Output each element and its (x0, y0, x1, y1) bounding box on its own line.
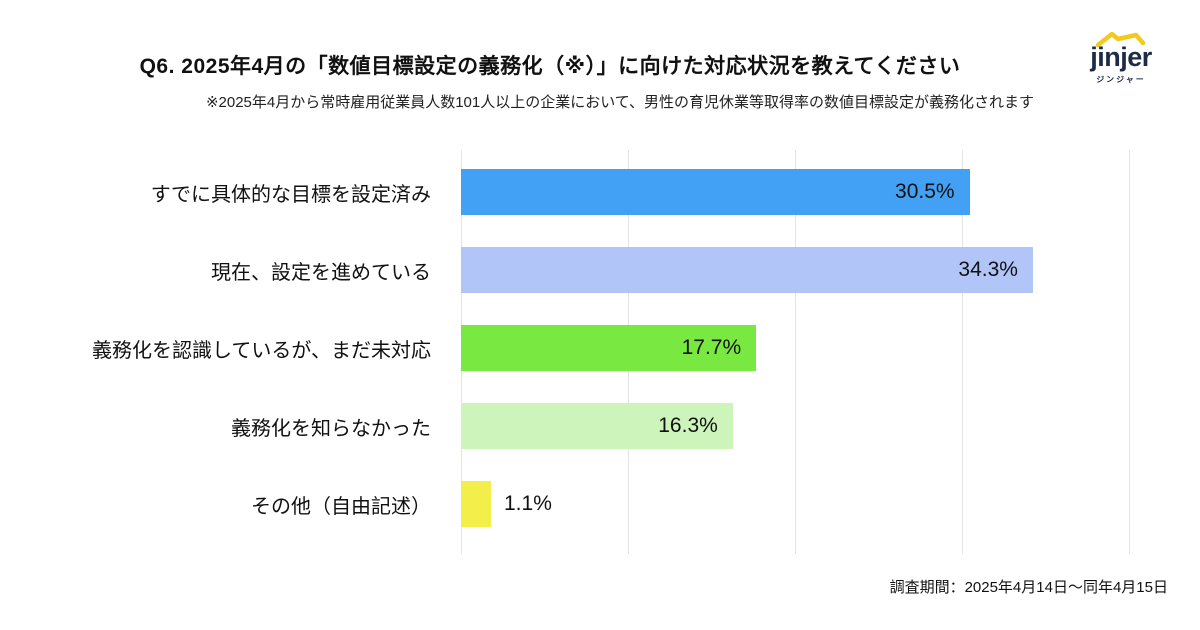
survey-period-note: 調査期間：2025年4月14日〜同年4月15日 (889, 579, 1168, 596)
chart-row: 義務化を認識しているが、まだ未対応 17.7% (0, 309, 1128, 387)
bar-track: 1.1% (461, 481, 1128, 527)
bar-track: 30.5% (461, 169, 1128, 215)
chart-title: Q6. 2025年4月の「数値目標設定の義務化（※）」に向けた対応状況を教えてく… (139, 55, 961, 78)
category-label: 義務化を知らなかった (231, 417, 431, 440)
bar: 17.7% (461, 325, 757, 371)
bar-track: 34.3% (461, 247, 1128, 293)
bar-chart: すでに具体的な目標を設定済み 30.5% 現在、設定を進めている 34.3% 義務化を認… (0, 153, 1200, 543)
bar: 34.3% (461, 247, 1033, 293)
chart-row: 現在、設定を進めている 34.3% (0, 231, 1128, 309)
value-label: 1.1% (504, 492, 552, 515)
chart-row: すでに具体的な目標を設定済み 30.5% (0, 153, 1128, 231)
value-label: 34.3% (958, 258, 1018, 281)
jinjer-logo: jinjer ジンジャー (1075, 32, 1167, 85)
logo-wordmark: jinjer (1090, 42, 1152, 72)
bar: 30.5% (461, 169, 970, 215)
bar-track: 17.7% (461, 325, 1128, 371)
bar: 16.3% (461, 403, 733, 449)
chart-row: 義務化を知らなかった 16.3% (0, 387, 1128, 465)
chart-subtitle: ※2025年4月から常時雇用従業員人数101人以上の企業において、男性の育児休業… (205, 94, 1035, 111)
category-label: その他（自由記述） (251, 495, 431, 518)
chart-row: その他（自由記述） 1.1% (0, 465, 1128, 543)
value-label: 30.5% (895, 180, 955, 203)
value-label: 17.7% (681, 336, 742, 359)
bar-track: 16.3% (461, 403, 1128, 449)
logo-kana: ジンジャー (1096, 75, 1146, 84)
category-label: すでに具体的な目標を設定済み (150, 183, 431, 206)
logo-zigzag-icon (1095, 32, 1146, 47)
value-label: 16.3% (658, 414, 718, 437)
bar (461, 481, 491, 527)
category-label: 義務化を認識しているが、まだ未対応 (92, 339, 431, 362)
category-label: 現在、設定を進めている (211, 261, 431, 284)
